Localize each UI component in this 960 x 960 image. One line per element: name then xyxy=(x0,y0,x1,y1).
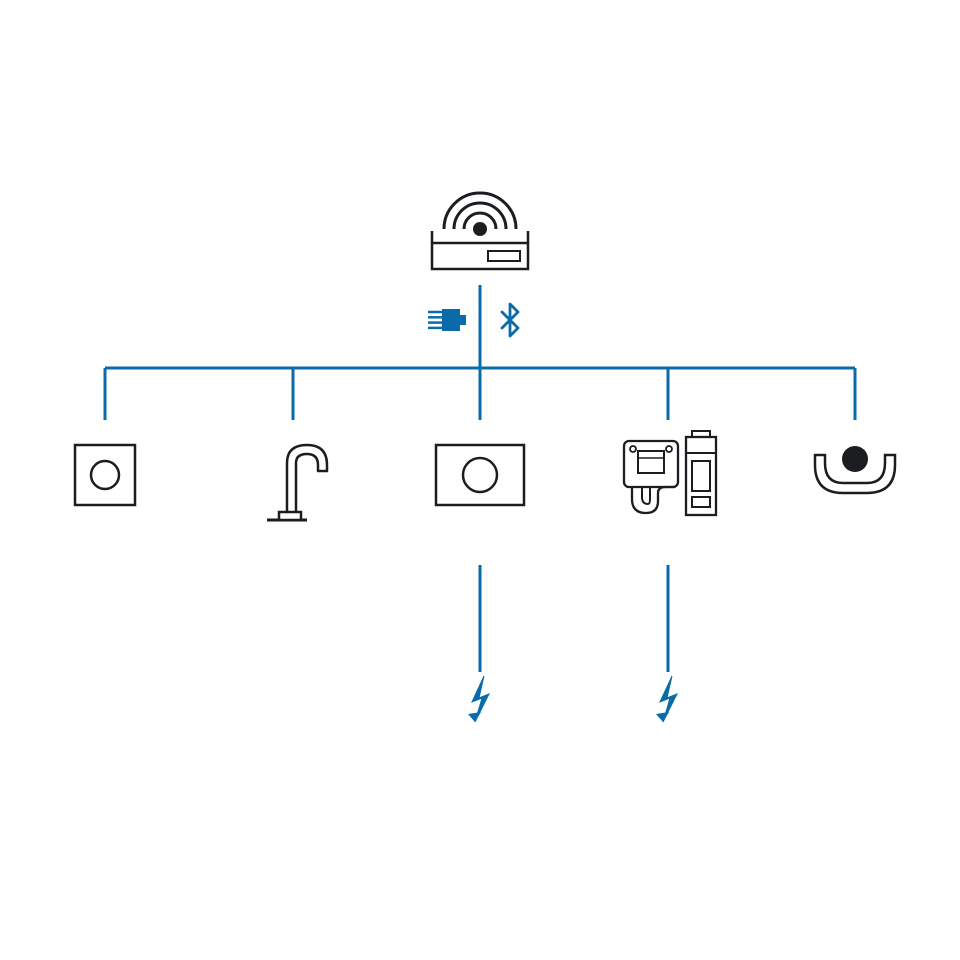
bluetooth-icon xyxy=(502,304,518,336)
router-icon xyxy=(432,193,528,269)
drain-icon xyxy=(815,446,895,493)
washbasin-faucet-icon xyxy=(267,445,327,520)
hygienic-flush-icon xyxy=(624,431,716,515)
connectivity-diagram xyxy=(0,0,960,960)
wc-actuator-icon xyxy=(436,445,524,505)
ethernet-connector-icon xyxy=(428,309,466,331)
urinal-flush-icon xyxy=(75,445,135,505)
